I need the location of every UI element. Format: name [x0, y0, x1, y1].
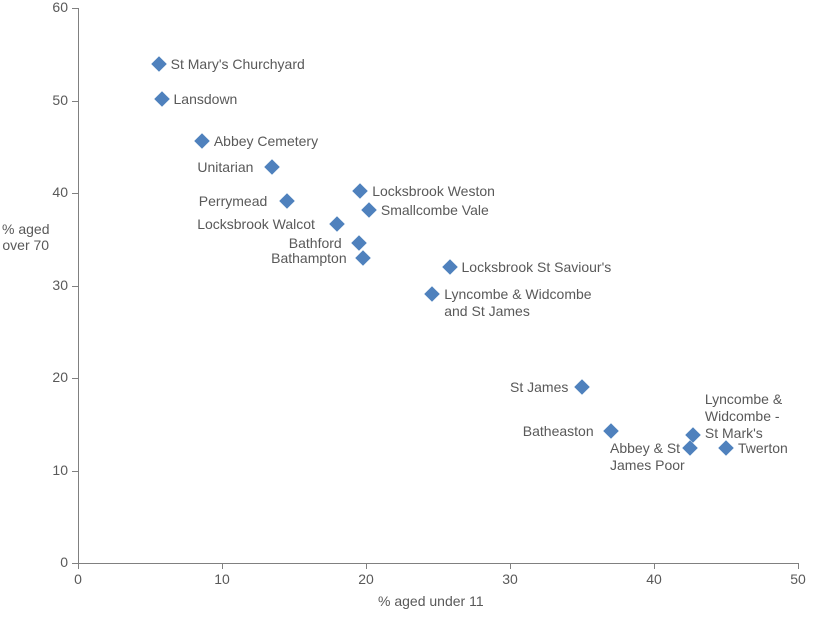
data-point-label: Locksbrook St Saviour's	[462, 259, 612, 276]
x-tick-label: 50	[788, 571, 808, 587]
data-point-label: Unitarian	[197, 159, 253, 176]
x-axis-title: % aged under 11	[378, 593, 484, 609]
data-point-label: St Mary's Churchyard	[171, 56, 305, 73]
y-tick-label: 20	[52, 369, 68, 385]
x-tick	[78, 563, 79, 569]
scatter-chart: % aged over 70 % aged under 11 0 10 20 30 40…	[0, 0, 820, 635]
data-point-label: Locksbrook Walcot	[197, 216, 315, 233]
y-tick	[72, 471, 78, 472]
x-tick	[510, 563, 511, 569]
y-tick	[72, 286, 78, 287]
y-tick-label: 0	[60, 554, 68, 570]
data-point-label: Lyncombe & Widcombe - St Mark's	[705, 391, 782, 441]
y-tick	[72, 101, 78, 102]
y-tick-label: 40	[52, 184, 68, 200]
y-tick-label: 50	[52, 92, 68, 108]
data-point-label: Lyncombe & Widcombe and St James	[444, 286, 591, 320]
x-tick-label: 40	[644, 571, 664, 587]
x-tick	[798, 563, 799, 569]
x-tick	[654, 563, 655, 569]
x-tick-label: 10	[212, 571, 232, 587]
data-point-label: Batheaston	[523, 423, 594, 440]
y-tick-label: 10	[52, 462, 68, 478]
y-tick-label: 30	[52, 277, 68, 293]
y-tick	[72, 193, 78, 194]
data-point-label: Abbey & St James Poor	[610, 440, 685, 474]
data-point-label: Perrymead	[199, 193, 267, 210]
x-tick-label: 0	[68, 571, 88, 587]
data-point-label: Twerton	[738, 440, 788, 457]
x-tick-label: 30	[500, 571, 520, 587]
y-tick-label: 60	[52, 0, 68, 15]
data-point-label: Lansdown	[174, 91, 238, 108]
y-axis-title: % aged over 70	[2, 221, 49, 253]
x-tick	[222, 563, 223, 569]
x-tick	[366, 563, 367, 569]
data-point-label: Abbey Cemetery	[214, 133, 318, 150]
y-tick	[72, 378, 78, 379]
data-point-label: St James	[510, 379, 568, 396]
x-tick-label: 20	[356, 571, 376, 587]
y-tick	[72, 8, 78, 9]
data-point-label: Bathampton	[271, 250, 347, 267]
data-point-label: Locksbrook Weston	[372, 183, 495, 200]
data-point-label: Smallcombe Vale	[381, 202, 489, 219]
